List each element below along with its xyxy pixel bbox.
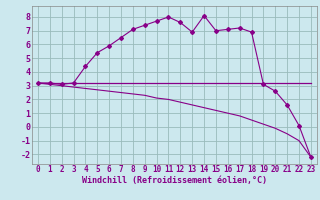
X-axis label: Windchill (Refroidissement éolien,°C): Windchill (Refroidissement éolien,°C): [82, 176, 267, 185]
